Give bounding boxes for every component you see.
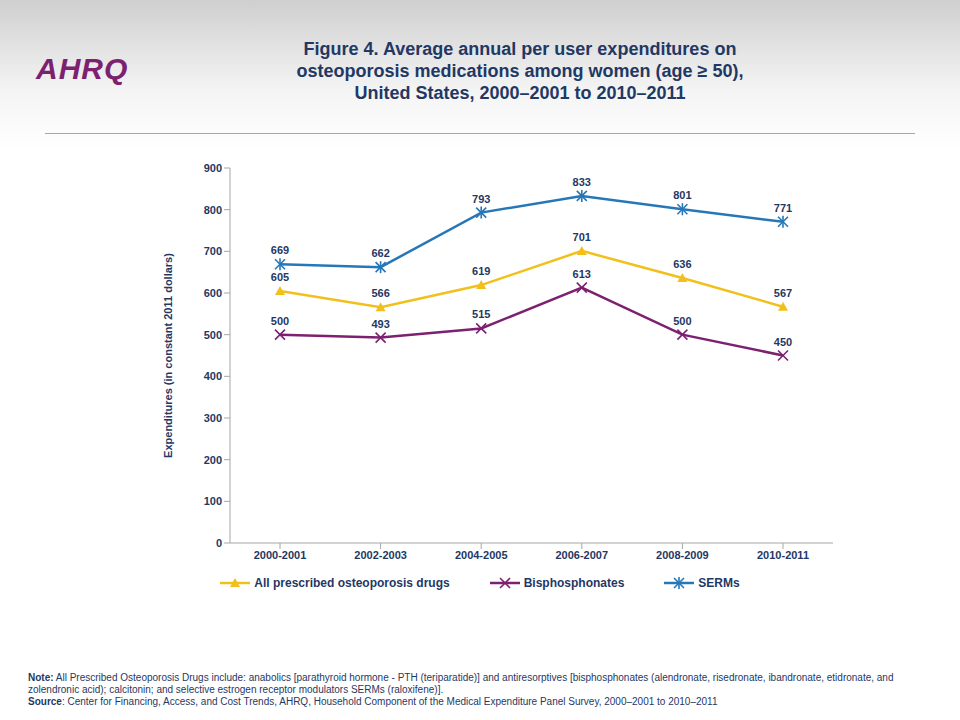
html-text:Figure 4. Average annual per u: Figure 4. Average annual per user expend… [303, 39, 737, 59]
svg-text:771: 771 [774, 202, 792, 214]
svg-text:100: 100 [204, 495, 222, 507]
svg-text:500: 500 [204, 329, 222, 341]
svg-text:300: 300 [204, 412, 222, 424]
svg-text:793: 793 [472, 193, 490, 205]
html-text:Note: All Prescribed Osteoporo: Note: All Prescribed Osteoporosis Drugs … [28, 672, 894, 695]
svg-text:2004-2005: 2004-2005 [455, 549, 508, 561]
svg-text:619: 619 [472, 265, 490, 277]
svg-text:801: 801 [673, 189, 691, 201]
svg-text:600: 600 [204, 287, 222, 299]
html-text:SERMs: SERMs [698, 576, 740, 590]
svg-text:500: 500 [271, 315, 289, 327]
html-text:Source: Center for Financing,: Source: Center for Financing, Access, an… [28, 696, 718, 707]
svg-text:0: 0 [216, 537, 222, 549]
svg-text:2002-2003: 2002-2003 [354, 549, 407, 561]
svg-text:900: 900 [204, 162, 222, 174]
svg-text:2006-2007: 2006-2007 [555, 549, 608, 561]
svg-text:669: 669 [271, 244, 289, 256]
svg-text:500: 500 [673, 315, 691, 327]
svg-text:515: 515 [472, 308, 490, 320]
html-text:osteoporosis medications among: osteoporosis medications among women (ag… [296, 61, 744, 81]
svg-text:605: 605 [271, 271, 289, 283]
svg-text:700: 700 [204, 245, 222, 257]
svg-text:701: 701 [573, 231, 591, 243]
svg-text:636: 636 [673, 258, 691, 270]
html-text:Bisphosphonates: Bisphosphonates [523, 576, 625, 590]
html-text:AHRQ: AHRQ [36, 52, 129, 85]
svg-text:400: 400 [204, 370, 222, 382]
svg-text:2008-2009: 2008-2009 [656, 549, 709, 561]
html-text:United States, 2000–2001 to 20: United States, 2000–2001 to 2010–2011 [354, 83, 686, 103]
svg-text:566: 566 [371, 287, 389, 299]
svg-text:833: 833 [573, 176, 591, 188]
svg-text:450: 450 [774, 336, 792, 348]
svg-text:2000-2001: 2000-2001 [254, 549, 307, 561]
svg-text:662: 662 [371, 247, 389, 259]
html-text:All prescribed osteoporosis dr: All prescribed osteoporosis drugs [254, 576, 450, 590]
svg-text:567: 567 [774, 287, 792, 299]
svg-text:800: 800 [204, 204, 222, 216]
svg-text:200: 200 [204, 454, 222, 466]
svg-text:Expenditures (in constant 2011: Expenditures (in constant 2011 dollars) [162, 253, 174, 458]
svg-text:493: 493 [371, 318, 389, 330]
svg-text:613: 613 [573, 268, 591, 280]
svg-text:2010-2011: 2010-2011 [757, 549, 809, 561]
